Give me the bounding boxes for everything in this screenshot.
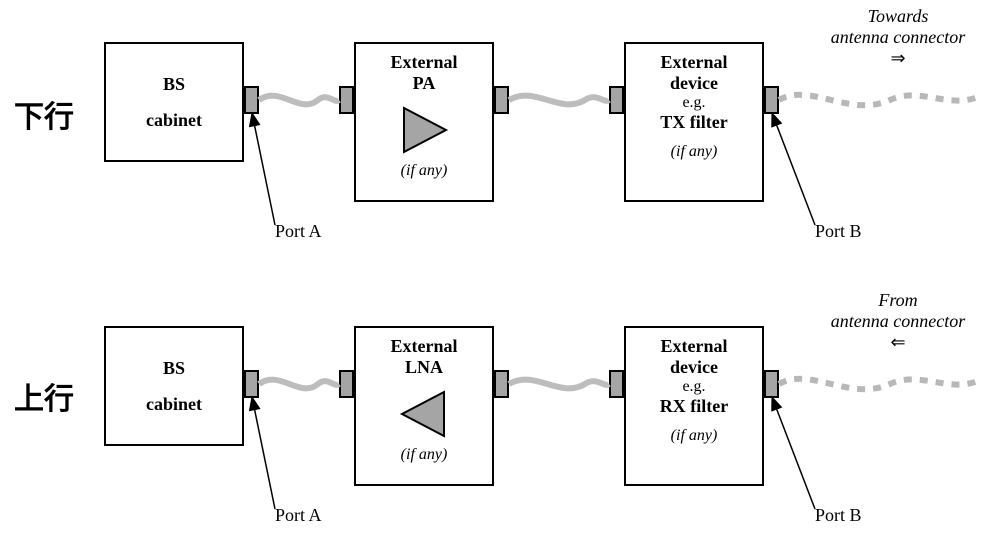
uplink-external-lna-box: External LNA (if any): [354, 326, 494, 486]
downlink-pa-line1: External: [356, 52, 492, 73]
uplink-dev-line2: device: [626, 357, 762, 378]
arrow-left-icon: ⇐: [890, 332, 905, 352]
cable-ul-lna-to-dev: [509, 380, 609, 389]
arrow-ul-port-a: [252, 397, 275, 509]
lna-triangle-icon: [394, 386, 454, 442]
uplink-antenna-line1: From: [878, 290, 917, 310]
downlink-pa-line2: PA: [356, 73, 492, 94]
cable-dl-dev-to-antenna: [779, 95, 980, 105]
cable-dl-pa-to-dev: [509, 96, 609, 105]
uplink-amp-left-port-icon: [339, 370, 354, 398]
downlink-dev-line1: External: [626, 52, 762, 73]
uplink-antenna-line2: antenna connector: [831, 311, 965, 331]
downlink-dev-line4: TX filter: [626, 112, 762, 133]
uplink-dev-left-port-icon: [609, 370, 624, 398]
uplink-amp-right-port-icon: [494, 370, 509, 398]
downlink-port-b-label: Port B: [815, 221, 862, 242]
downlink-dev-ifany: (if any): [626, 143, 762, 161]
downlink-bs-cabinet-box: BS cabinet: [104, 42, 244, 162]
uplink-lna-ifany: (if any): [356, 446, 492, 464]
downlink-external-device-box: External device e.g. TX filter (if any): [624, 42, 764, 202]
uplink-dev-line4: RX filter: [626, 396, 762, 417]
uplink-lna-line2: LNA: [356, 357, 492, 378]
downlink-port-a-label: Port A: [275, 221, 322, 242]
downlink-bs-line2: cabinet: [106, 110, 242, 131]
uplink-dev-line1: External: [626, 336, 762, 357]
downlink-pa-ifany: (if any): [356, 162, 492, 180]
downlink-bs-line1: BS: [106, 74, 242, 95]
arrow-ul-port-b: [772, 397, 815, 509]
uplink-external-device-box: External device e.g. RX filter (if any): [624, 326, 764, 486]
cable-ul-dev-to-antenna: [779, 379, 980, 389]
arrow-dl-port-b: [772, 113, 815, 225]
arrow-dl-port-a: [252, 113, 275, 225]
uplink-lna-line1: External: [356, 336, 492, 357]
downlink-amp-left-port-icon: [339, 86, 354, 114]
uplink-port-b-label: Port B: [815, 505, 862, 526]
downlink-dev-line2: device: [626, 73, 762, 94]
uplink-dev-line3: e.g.: [626, 378, 762, 396]
cable-dl-bs-to-pa: [259, 96, 339, 105]
downlink-antenna-line2: antenna connector: [831, 27, 965, 47]
downlink-external-pa-box: External PA (if any): [354, 42, 494, 202]
uplink-bs-line2: cabinet: [106, 394, 242, 415]
uplink-bs-line1: BS: [106, 358, 242, 379]
uplink-antenna-label: From antenna connector ⇐: [808, 290, 988, 353]
downlink-antenna-label: Towards antenna connector ⇒: [808, 6, 988, 69]
downlink-dev-line3: e.g.: [626, 94, 762, 112]
uplink-label: 上行: [14, 374, 74, 418]
downlink-bs-right-port-icon: [244, 86, 259, 114]
arrow-right-icon: ⇒: [890, 48, 905, 68]
uplink-bs-cabinet-box: BS cabinet: [104, 326, 244, 446]
pa-triangle-icon: [394, 102, 454, 158]
downlink-amp-right-port-icon: [494, 86, 509, 114]
downlink-dev-left-port-icon: [609, 86, 624, 114]
cable-ul-bs-to-lna: [259, 380, 339, 389]
uplink-dev-right-port-icon: [764, 370, 779, 398]
downlink-dev-right-port-icon: [764, 86, 779, 114]
uplink-port-a-label: Port A: [275, 505, 322, 526]
downlink-antenna-line1: Towards: [868, 6, 929, 26]
uplink-bs-right-port-icon: [244, 370, 259, 398]
downlink-label: 下行: [14, 92, 74, 136]
uplink-dev-ifany: (if any): [626, 427, 762, 445]
